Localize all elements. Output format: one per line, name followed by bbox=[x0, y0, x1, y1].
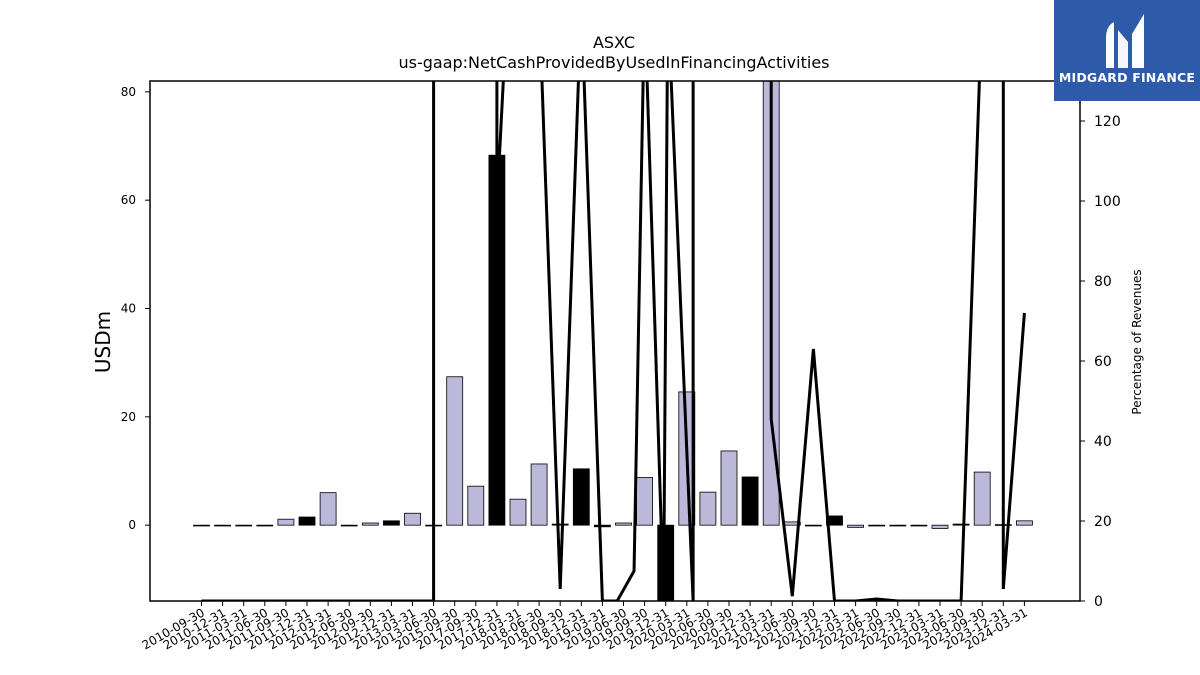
bar bbox=[319, 492, 337, 526]
bar bbox=[615, 522, 632, 526]
bar bbox=[847, 524, 864, 528]
bar bbox=[361, 522, 379, 526]
bar bbox=[256, 524, 274, 527]
bar bbox=[509, 498, 527, 526]
y2-tick-label: 20 bbox=[1094, 514, 1112, 530]
logo-mark-icon bbox=[1106, 14, 1144, 68]
y2-tick-label: 120 bbox=[1094, 114, 1121, 130]
y2-axis: 0 20 40 60 80 100 120 bbox=[1080, 114, 1121, 610]
bar bbox=[551, 523, 569, 526]
y-tick-label: 20 bbox=[121, 410, 136, 424]
bar bbox=[952, 523, 970, 526]
bars-layer bbox=[193, 81, 1033, 601]
plot-frame bbox=[149, 80, 1081, 602]
bar bbox=[720, 450, 738, 526]
y2-tick-label: 80 bbox=[1094, 274, 1112, 290]
y2-tick-label: 60 bbox=[1094, 354, 1112, 370]
logo-text: MIDGARD FINANCE bbox=[1058, 70, 1196, 85]
x-axis: 2010-09-302010-12-312011-03-312011-06-30… bbox=[140, 601, 1030, 652]
brand-logo: MIDGARD FINANCE bbox=[1054, 0, 1200, 101]
bar bbox=[931, 524, 949, 529]
bar bbox=[277, 518, 295, 526]
bar bbox=[193, 524, 210, 527]
bar bbox=[699, 491, 717, 526]
bar bbox=[488, 154, 506, 526]
bar bbox=[404, 512, 421, 526]
chart-subtitle: us-gaap:NetCashProvidedByUsedInFinancing… bbox=[398, 53, 829, 72]
y2-axis-label: Percentage of Revenues bbox=[1130, 269, 1144, 414]
y-tick-label: 0 bbox=[128, 518, 136, 532]
bar bbox=[1016, 520, 1033, 526]
y2-tick-label: 40 bbox=[1094, 434, 1112, 450]
y-tick-label: 80 bbox=[121, 85, 136, 99]
bar bbox=[382, 520, 400, 526]
y-axis-label: USDm bbox=[91, 311, 115, 373]
bar bbox=[235, 524, 253, 527]
bar bbox=[214, 524, 232, 527]
y2-tick-label: 100 bbox=[1094, 194, 1121, 210]
bar bbox=[973, 471, 991, 526]
bar bbox=[446, 376, 464, 526]
bar bbox=[594, 524, 611, 528]
bar bbox=[467, 485, 485, 526]
bar bbox=[805, 524, 822, 527]
y-tick-label: 60 bbox=[121, 193, 136, 207]
bar bbox=[530, 463, 548, 526]
y-axis: 0 20 40 60 80 bbox=[121, 85, 150, 532]
chart-title: ASXC bbox=[593, 33, 635, 52]
bar bbox=[868, 524, 886, 527]
bar bbox=[298, 516, 316, 526]
bar bbox=[572, 468, 590, 526]
bar bbox=[636, 477, 653, 526]
bar bbox=[889, 524, 907, 527]
bar bbox=[741, 476, 759, 526]
bar bbox=[340, 524, 358, 527]
y-tick-label: 40 bbox=[121, 302, 136, 316]
bar bbox=[910, 524, 928, 527]
y2-tick-label: 0 bbox=[1094, 594, 1103, 610]
